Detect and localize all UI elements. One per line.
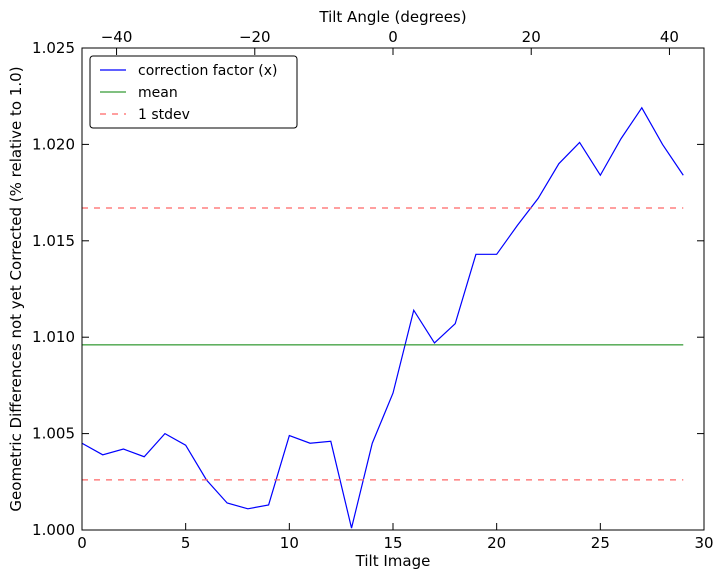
y-tick-label: 1.015 <box>32 232 75 250</box>
legend-label-stdev: 1 stdev <box>138 107 190 123</box>
y-tick-label: 1.025 <box>32 39 75 57</box>
axis-layer: 0 5 10 15 20 25 30 1.000 1.005 1.010 1.015 1.020 1.0… <box>32 28 714 552</box>
top-x-tick-label: 40 <box>660 28 679 46</box>
x-tick-label: 5 <box>181 534 191 552</box>
top-x-tick-label: 0 <box>388 28 398 46</box>
x-tick-label: 25 <box>591 534 610 552</box>
top-x-axis-label: Tilt Angle (degrees) <box>318 8 466 26</box>
y-tick-label: 1.005 <box>32 425 75 443</box>
x-tick-label: 10 <box>280 534 299 552</box>
series-layer <box>81 106 684 529</box>
top-x-tick-label: −40 <box>101 28 133 46</box>
x-tick-label: 15 <box>383 534 402 552</box>
y-axis-label: Geometric Differences not yet Corrected … <box>7 66 25 511</box>
x-tick-label: 30 <box>694 534 713 552</box>
legend: correction factor (x) mean 1 stdev <box>89 55 298 129</box>
x-tick-label: 0 <box>77 534 87 552</box>
y-tick-label: 1.000 <box>32 521 75 539</box>
y-tick-label: 1.010 <box>32 328 75 346</box>
legend-box <box>89 55 298 129</box>
legend-label-mean: mean <box>138 85 178 101</box>
x-axis-label: Tilt Image <box>355 552 431 570</box>
top-x-tick-label: −20 <box>239 28 271 46</box>
x-tick-label: 20 <box>487 534 506 552</box>
y-tick-label: 1.020 <box>32 135 75 153</box>
top-x-tick-label: 20 <box>522 28 541 46</box>
legend-label-correction: correction factor (x) <box>138 63 277 79</box>
series-line-0 <box>81 106 684 529</box>
